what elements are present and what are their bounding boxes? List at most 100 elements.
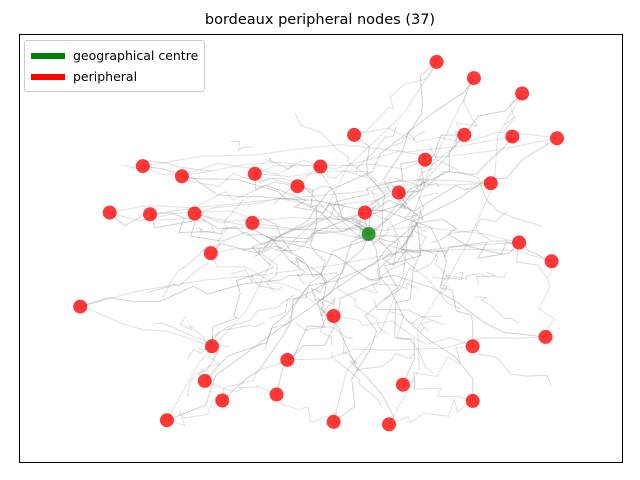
peripheral-node-point bbox=[159, 413, 174, 428]
road-segment bbox=[287, 336, 546, 361]
road-segment bbox=[388, 176, 440, 188]
road-segment bbox=[384, 249, 440, 301]
peripheral-node-point bbox=[347, 127, 362, 142]
road-segment bbox=[368, 93, 523, 235]
legend-label-peripheral: peripheral bbox=[73, 69, 138, 84]
axes-frame bbox=[19, 34, 623, 463]
road-segment bbox=[194, 213, 322, 275]
peripheral-node-point bbox=[391, 185, 406, 200]
road-segment bbox=[355, 126, 397, 172]
peripheral-node-point bbox=[483, 176, 498, 191]
legend: geographical centre peripheral bbox=[24, 40, 206, 92]
road-segment bbox=[406, 315, 442, 326]
road-segment bbox=[288, 256, 307, 285]
peripheral-node-point bbox=[457, 127, 472, 142]
road-segment bbox=[80, 242, 520, 308]
road-segment bbox=[430, 210, 509, 243]
peripheral-node-point bbox=[197, 373, 212, 388]
peripheral-node-point bbox=[205, 339, 219, 354]
peripheral-node-point bbox=[357, 205, 372, 220]
road-segment bbox=[424, 129, 465, 166]
road-segment bbox=[294, 113, 369, 177]
road-segment bbox=[320, 273, 395, 425]
legend-entry-centre: geographical centre bbox=[29, 45, 198, 66]
peripheral-node-point bbox=[280, 352, 295, 367]
road-segment bbox=[181, 175, 369, 235]
road-segment bbox=[389, 311, 434, 374]
road-segment bbox=[254, 173, 369, 235]
road-segment bbox=[414, 230, 447, 274]
road-segment bbox=[80, 306, 213, 347]
road-segment bbox=[194, 192, 399, 214]
road-segment bbox=[287, 233, 370, 361]
road-segment bbox=[419, 319, 433, 334]
road-segment bbox=[317, 166, 394, 267]
road-segment bbox=[109, 181, 298, 214]
peripheral-node-point bbox=[466, 71, 481, 86]
road-segment bbox=[109, 209, 274, 246]
road-segment bbox=[252, 222, 552, 262]
peripheral-node-point bbox=[512, 235, 527, 250]
road-segment bbox=[403, 201, 427, 232]
legend-entry-peripheral: peripheral bbox=[29, 66, 198, 87]
road-segment bbox=[354, 127, 558, 144]
road-segment bbox=[353, 61, 438, 136]
peripheral-node-point bbox=[505, 129, 520, 144]
road-segment bbox=[432, 273, 490, 280]
road-segment bbox=[80, 273, 322, 308]
road-segment bbox=[210, 212, 366, 254]
road-segment bbox=[147, 244, 218, 293]
peripheral-node-point bbox=[418, 152, 433, 167]
road-segment bbox=[221, 359, 288, 401]
road-segment bbox=[231, 140, 252, 152]
road-segment bbox=[388, 397, 473, 425]
road-segment bbox=[204, 380, 277, 395]
road-segment bbox=[264, 287, 307, 351]
road-segment bbox=[373, 299, 445, 326]
road-segment bbox=[353, 134, 399, 266]
road-segment bbox=[333, 315, 473, 347]
road-network bbox=[80, 61, 558, 427]
peripheral-node-point bbox=[538, 329, 553, 344]
road-segment bbox=[252, 218, 322, 278]
road-segment bbox=[210, 225, 369, 254]
road-segment bbox=[403, 168, 433, 211]
peripheral-node-point bbox=[215, 393, 230, 408]
road-segment bbox=[311, 273, 336, 317]
road-segment bbox=[363, 203, 416, 261]
peripheral-node-point bbox=[429, 54, 444, 69]
road-segment bbox=[504, 93, 523, 137]
road-segment bbox=[241, 245, 286, 255]
road-segment bbox=[272, 239, 546, 338]
road-segment bbox=[149, 213, 253, 224]
road-segment bbox=[166, 222, 418, 421]
peripheral-node-point bbox=[73, 299, 88, 314]
road-segment bbox=[210, 198, 245, 258]
road-segment bbox=[211, 239, 274, 347]
legend-swatch-centre bbox=[31, 52, 65, 59]
road-segment bbox=[402, 379, 473, 402]
road-segment bbox=[359, 282, 419, 294]
road-segment bbox=[368, 233, 474, 401]
road-segment bbox=[272, 182, 491, 243]
road-segment bbox=[337, 277, 390, 336]
road-segment bbox=[394, 222, 422, 385]
peripheral-node-point bbox=[187, 206, 202, 221]
road-segment bbox=[166, 61, 438, 421]
peripheral-node-point bbox=[174, 169, 189, 184]
road-segment bbox=[269, 271, 338, 320]
road-segment bbox=[368, 134, 465, 235]
legend-swatch-peripheral bbox=[31, 73, 65, 80]
road-segment bbox=[253, 232, 328, 258]
road-segment bbox=[455, 77, 479, 136]
road-segment bbox=[264, 157, 294, 170]
road-segment bbox=[229, 269, 284, 291]
peripheral-node-point bbox=[269, 387, 284, 402]
road-segment bbox=[276, 394, 338, 424]
node-markers bbox=[73, 54, 564, 432]
peripheral-node-point bbox=[515, 86, 530, 101]
peripheral-node-point bbox=[313, 159, 328, 174]
peripheral-node-point bbox=[290, 179, 305, 194]
road-segment bbox=[195, 225, 215, 233]
